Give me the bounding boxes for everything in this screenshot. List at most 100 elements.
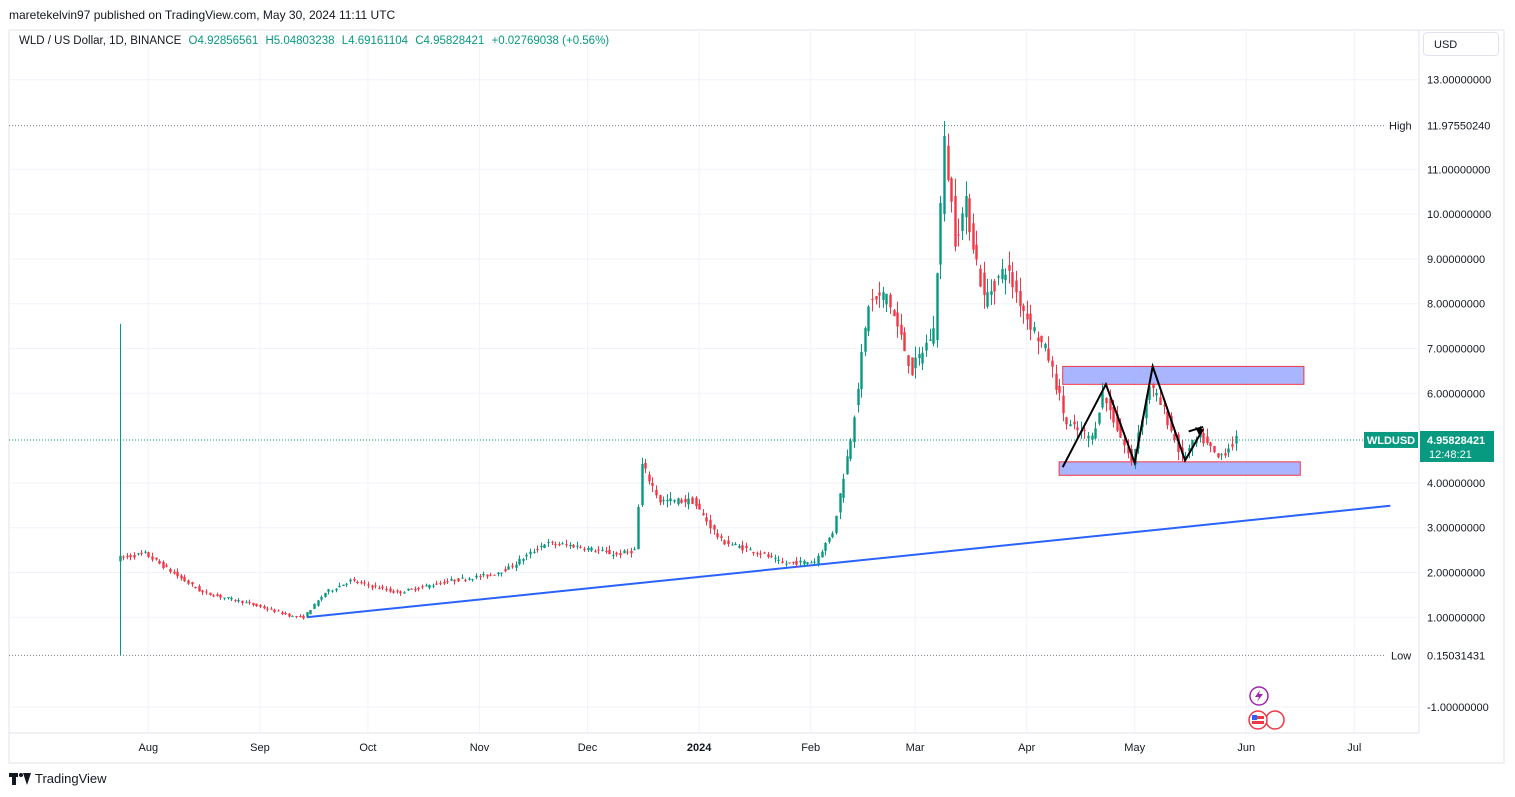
x-tick-label: Aug bbox=[139, 742, 159, 754]
candle-body bbox=[1184, 456, 1187, 460]
candle-body bbox=[943, 135, 946, 215]
candle-body bbox=[965, 195, 968, 218]
us-flag-event-icon[interactable] bbox=[1248, 710, 1268, 730]
candle-body bbox=[705, 517, 708, 522]
candle-body bbox=[191, 582, 194, 585]
candle-body bbox=[1011, 272, 1014, 288]
candle-body bbox=[587, 547, 590, 550]
candle-body bbox=[1015, 280, 1018, 293]
ascending-trendline[interactable] bbox=[306, 504, 1391, 619]
candle-body bbox=[903, 332, 906, 352]
candle-body bbox=[468, 578, 471, 580]
resistance-zone[interactable] bbox=[1062, 365, 1305, 385]
candle-body bbox=[453, 579, 456, 582]
candle-body bbox=[673, 499, 676, 502]
candle-body bbox=[536, 549, 539, 551]
candle-body bbox=[403, 592, 406, 594]
flag-canton bbox=[1252, 715, 1257, 720]
candle-body bbox=[605, 550, 608, 552]
candle-body bbox=[277, 610, 280, 612]
legend-change: +0.02769038 (+0.56%) bbox=[491, 35, 610, 47]
candle-body bbox=[698, 503, 701, 510]
candle-body bbox=[1224, 453, 1227, 456]
candle-body bbox=[547, 542, 550, 544]
candle-body bbox=[972, 223, 975, 250]
candle-body bbox=[515, 564, 518, 568]
candle-body bbox=[986, 292, 989, 307]
ohlc-legend: WLD / US Dollar, 1D, BINANCE O4.92856561… bbox=[19, 35, 613, 47]
candle-body bbox=[234, 599, 237, 601]
us-flag-event-icon-2[interactable] bbox=[1265, 710, 1285, 730]
candle-body bbox=[1040, 335, 1043, 343]
candle-body bbox=[176, 571, 179, 577]
candle-body bbox=[839, 493, 842, 513]
candle-body bbox=[306, 612, 309, 617]
candle-body bbox=[950, 178, 953, 202]
candle-body bbox=[914, 357, 917, 369]
candle-body bbox=[489, 574, 492, 576]
candle-body bbox=[990, 291, 993, 295]
candle-body bbox=[464, 580, 467, 582]
candle-body bbox=[205, 591, 208, 593]
candle-body bbox=[939, 202, 942, 265]
chart-frame bbox=[8, 29, 1505, 764]
candle-body bbox=[777, 559, 780, 562]
candle-body bbox=[1155, 392, 1158, 396]
candle-body bbox=[320, 596, 323, 600]
candle-body bbox=[338, 585, 341, 588]
candle-body bbox=[644, 463, 647, 469]
candle-body bbox=[475, 575, 478, 578]
pattern-line[interactable] bbox=[1188, 425, 1204, 433]
candle-body bbox=[871, 298, 874, 300]
high-marker-label: High bbox=[1389, 121, 1412, 133]
candle-body bbox=[1231, 444, 1234, 447]
candle-body bbox=[720, 536, 723, 539]
candle-body bbox=[482, 574, 485, 576]
support-zone[interactable] bbox=[1058, 461, 1301, 476]
candle-body bbox=[522, 559, 525, 561]
candle-body bbox=[266, 608, 269, 610]
candle-body bbox=[554, 544, 557, 546]
candle-body bbox=[194, 587, 197, 589]
candle-body bbox=[367, 584, 370, 586]
candle-body bbox=[425, 585, 428, 587]
candle-body bbox=[349, 579, 352, 582]
candle-body bbox=[1044, 344, 1047, 349]
candle-body bbox=[1101, 391, 1104, 408]
candle-body bbox=[1202, 433, 1205, 444]
candle-body bbox=[1051, 360, 1054, 367]
candle-body bbox=[439, 583, 442, 585]
x-tick-label: Apr bbox=[1018, 742, 1035, 754]
candle-body bbox=[961, 213, 964, 231]
candle-body bbox=[1083, 429, 1086, 431]
candle-body bbox=[1191, 440, 1194, 449]
candle-body bbox=[619, 553, 622, 556]
candle-body bbox=[637, 507, 640, 550]
y-tick-label: 7.00000000 bbox=[1427, 344, 1485, 356]
candle-body bbox=[1217, 453, 1220, 458]
pattern-line[interactable] bbox=[1061, 362, 1204, 468]
candle-body bbox=[1116, 414, 1119, 431]
candle-body bbox=[756, 553, 759, 555]
candle-body bbox=[461, 577, 464, 579]
x-tick-label: Mar bbox=[906, 742, 925, 754]
candle-body bbox=[684, 498, 687, 503]
y-tick-label: 6.00000000 bbox=[1427, 388, 1485, 400]
y-tick-label: 10.00000000 bbox=[1427, 209, 1491, 221]
currency-selector[interactable]: USD bbox=[1423, 32, 1499, 56]
candle-body bbox=[828, 537, 831, 542]
candle-body bbox=[140, 552, 143, 554]
candle-body bbox=[641, 463, 644, 506]
tradingview-brand[interactable]: TradingView bbox=[9, 771, 107, 786]
candle-body bbox=[893, 310, 896, 317]
candle-body bbox=[677, 498, 680, 505]
legend-low: L4.69161104 bbox=[341, 35, 409, 47]
candle-body bbox=[201, 590, 204, 593]
candle-body bbox=[1159, 397, 1162, 405]
x-tick-label: Feb bbox=[801, 742, 820, 754]
candle-body bbox=[669, 498, 672, 502]
candle-body bbox=[932, 328, 935, 344]
candle-body bbox=[533, 551, 536, 553]
candle-body bbox=[993, 281, 996, 292]
